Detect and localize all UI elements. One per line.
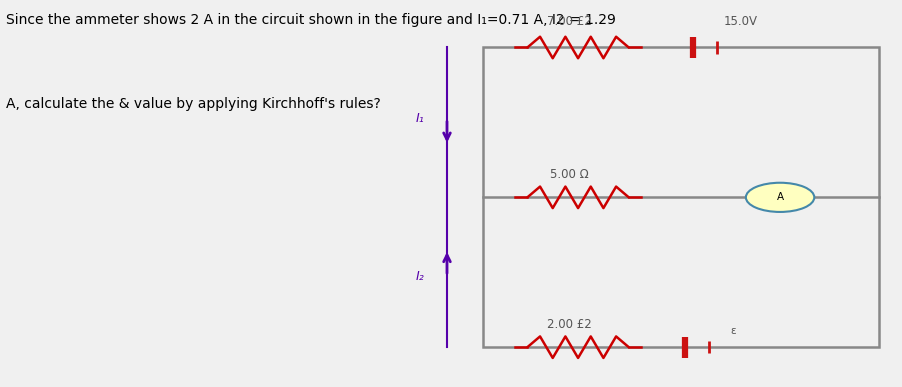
Text: I₂: I₂ xyxy=(415,270,424,283)
Text: ε: ε xyxy=(730,326,735,336)
Text: A: A xyxy=(776,192,783,202)
Text: Since the ammeter shows 2 A in the circuit shown in the figure and I₁=0.71 A, I2: Since the ammeter shows 2 A in the circu… xyxy=(6,13,615,27)
Text: 2.00 £2: 2.00 £2 xyxy=(546,318,591,331)
Text: I₁: I₁ xyxy=(415,112,424,125)
Text: 15.0V: 15.0V xyxy=(723,15,757,28)
Bar xyxy=(483,48,879,347)
Text: A, calculate the & value by applying Kirchhoff's rules?: A, calculate the & value by applying Kir… xyxy=(6,98,381,111)
Circle shape xyxy=(745,183,814,212)
Text: 7.00 £2: 7.00 £2 xyxy=(546,15,591,28)
Text: 5.00 Ω: 5.00 Ω xyxy=(549,168,588,181)
